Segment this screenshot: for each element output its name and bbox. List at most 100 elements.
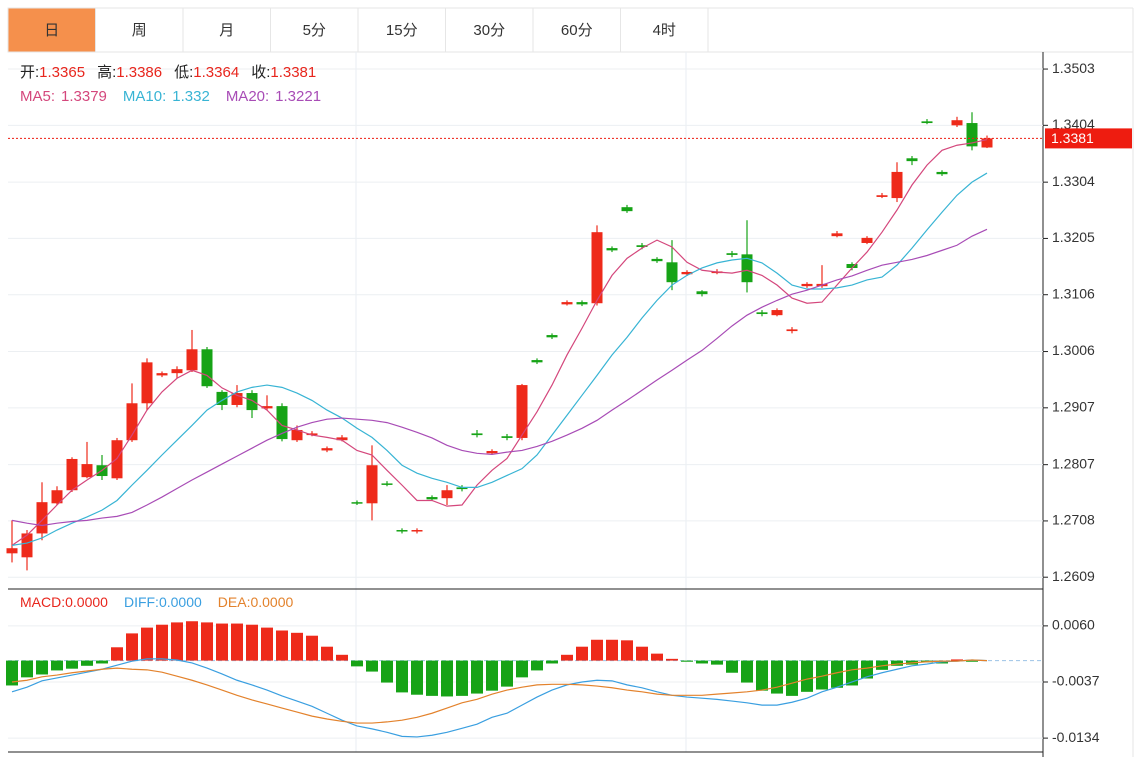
candle-body — [606, 248, 618, 251]
candle-body — [351, 502, 363, 504]
macd-bar — [651, 653, 663, 661]
candle-body — [726, 253, 738, 255]
candle-body — [381, 483, 393, 485]
macd-bar — [456, 660, 468, 696]
tab[interactable] — [620, 7, 709, 53]
macd-bar — [546, 660, 558, 664]
y-tick-label: -0.0037 — [1052, 673, 1100, 689]
candle-body — [366, 465, 378, 504]
header-label: 收: — [251, 64, 270, 81]
candle-body — [636, 245, 648, 247]
candle-body — [906, 158, 918, 162]
candle-body — [306, 433, 318, 436]
macd-bar — [291, 632, 303, 661]
tab-label[interactable]: 4时 — [653, 22, 676, 39]
tab-label[interactable]: 30分 — [473, 22, 505, 39]
legend: MA5: 1.3379 MA10: 1.332 MA20: 1.3221 — [20, 88, 321, 105]
candle-body — [621, 207, 633, 212]
macd-bar — [666, 658, 678, 661]
macd-bar — [591, 639, 603, 661]
y-tick-label: 1.2907 — [1052, 399, 1095, 415]
candle-body — [261, 406, 273, 409]
last-price-label: 1.3381 — [1051, 130, 1094, 146]
header-label: 高: — [97, 64, 116, 81]
macd-bar — [321, 646, 333, 661]
macd-bar — [411, 660, 423, 695]
ma-line — [11, 172, 988, 546]
candle-body — [486, 451, 498, 454]
macd-bar — [351, 660, 363, 667]
header-value: 1.3364 — [193, 64, 239, 81]
candle-body — [201, 349, 213, 387]
candle-body — [756, 312, 768, 315]
tab-label[interactable]: 5分 — [303, 22, 326, 39]
y-tick-label: 1.3106 — [1052, 285, 1095, 301]
header-value: 1.3381 — [270, 64, 316, 81]
candle-body — [771, 310, 783, 316]
macd-bar — [966, 660, 978, 662]
candle-body — [651, 258, 663, 262]
tab[interactable] — [7, 7, 96, 53]
candle-body — [156, 373, 168, 376]
macd-bar — [306, 635, 318, 661]
legend-value: 0.0000 — [250, 594, 293, 610]
candle-body — [801, 283, 813, 287]
candle-body — [141, 362, 153, 404]
legend-name: DIFF: — [124, 594, 159, 610]
candle-body — [891, 171, 903, 199]
macd-bar — [126, 633, 138, 661]
legend-name: MACD: — [20, 594, 65, 610]
tab[interactable] — [182, 7, 271, 53]
candle-body — [81, 464, 93, 478]
tab-label[interactable]: 月 — [219, 22, 234, 39]
macd-bar — [951, 659, 963, 661]
macd-bar — [741, 660, 753, 683]
macd-bar — [171, 622, 183, 661]
macd-bar — [486, 660, 498, 691]
header-label: 低: — [174, 64, 193, 81]
macd-bar — [66, 660, 78, 669]
candle-body — [861, 237, 873, 243]
legend-name: MA20: — [226, 88, 269, 105]
candle-body — [666, 262, 678, 283]
tab-label[interactable]: 60分 — [561, 22, 593, 39]
header-value: 1.3386 — [116, 64, 162, 81]
candle-body — [831, 233, 843, 237]
y-tick-label: 1.3006 — [1052, 342, 1095, 358]
candle-body — [531, 360, 543, 363]
tab-label[interactable]: 周 — [132, 22, 147, 39]
macd-bar — [786, 660, 798, 696]
candle-body — [411, 530, 423, 532]
candle-body — [276, 406, 288, 440]
candle-body — [951, 120, 963, 126]
y-tick-label: 0.0060 — [1052, 617, 1095, 633]
macd-bar — [861, 660, 873, 679]
macd-bar — [636, 646, 648, 661]
y-tick-label: 1.3404 — [1052, 116, 1095, 132]
legend: MACD:0.0000 DIFF:0.0000 DEA:0.0000 — [20, 594, 294, 610]
candle-body — [336, 437, 348, 441]
candle-body — [921, 121, 933, 124]
macd-bar — [606, 639, 618, 661]
candle-body — [126, 403, 138, 441]
macd-bar — [441, 660, 453, 697]
tab-label[interactable]: 15分 — [386, 22, 418, 39]
candle-body — [36, 502, 48, 534]
legend-name: MA5: — [20, 88, 55, 105]
candle-body — [246, 393, 258, 411]
tab[interactable] — [532, 7, 621, 53]
macd-bar — [336, 654, 348, 661]
candle-body — [681, 271, 693, 275]
ma-line — [11, 138, 988, 546]
candle-body — [111, 440, 123, 479]
macd-bar — [576, 646, 588, 661]
y-tick-label: 1.3503 — [1052, 60, 1095, 76]
candle-body — [966, 123, 978, 147]
y-tick-label: -0.0134 — [1052, 729, 1100, 745]
ma-line — [11, 228, 988, 527]
macd-bar — [846, 660, 858, 686]
tab-label[interactable]: 日 — [44, 22, 59, 39]
candle-body — [501, 436, 513, 438]
macd-bar — [381, 660, 393, 683]
macd-bar — [426, 660, 438, 696]
